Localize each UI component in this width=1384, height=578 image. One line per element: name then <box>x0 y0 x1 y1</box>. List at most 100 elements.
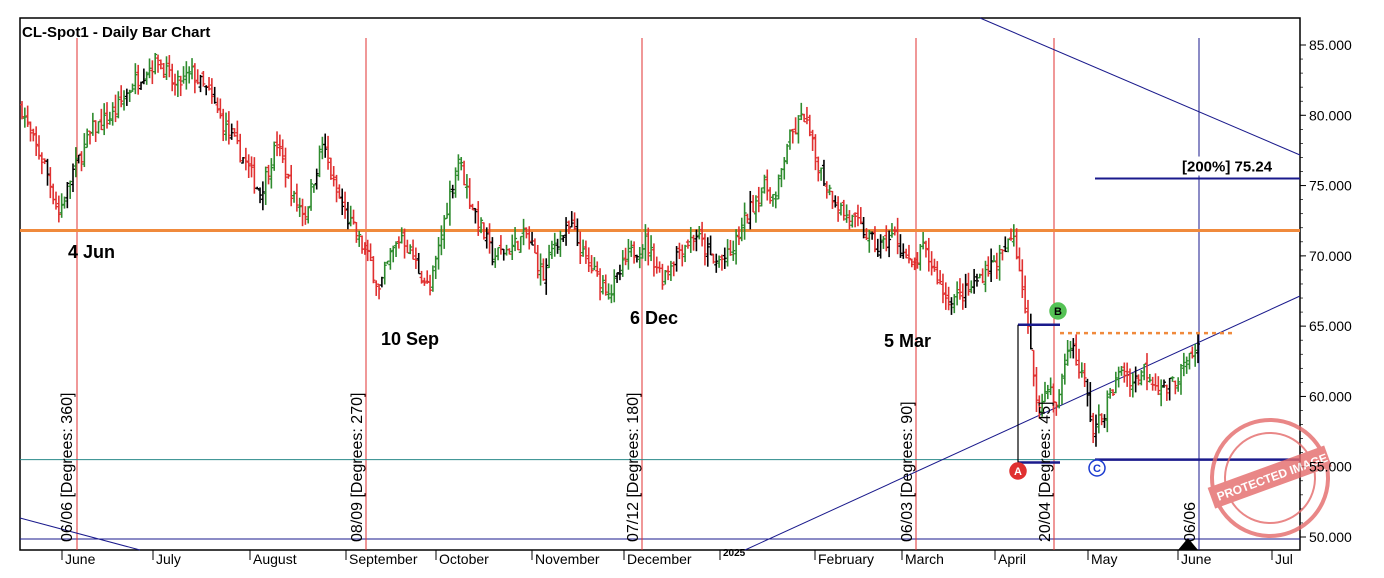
ohlc-bar <box>943 282 948 310</box>
cycle-label: 06/03 [Degrees: 90] <box>899 401 916 542</box>
ohlc-bar <box>1037 395 1042 419</box>
ohlc-bar <box>1062 353 1067 385</box>
ohlc-bar <box>566 220 571 234</box>
ohlc-bar <box>997 244 1002 281</box>
ohlc-bar <box>275 131 280 157</box>
ohlc-bar <box>201 71 206 87</box>
ohlc-bar <box>600 275 605 295</box>
ohlc-bar <box>634 254 639 263</box>
ohlc-bar <box>518 235 523 253</box>
ohlc-bar <box>586 247 591 272</box>
ohlc-bar <box>853 212 858 228</box>
ohlc-bar <box>578 231 583 265</box>
ohlc-bar <box>362 242 367 255</box>
ohlc-bar <box>345 201 350 230</box>
ohlc-bar <box>289 164 294 207</box>
ohlc-bar <box>751 194 756 213</box>
ohlc-bar <box>198 74 203 93</box>
ohlc-bar <box>28 121 33 142</box>
ohlc-bar <box>904 248 909 259</box>
ohlc-bar <box>615 272 620 283</box>
ohlc-bar <box>170 63 175 92</box>
ohlc-bar <box>938 270 943 285</box>
ohlc-bar <box>456 154 461 181</box>
ohlc-bar <box>544 258 549 295</box>
ohlc-bar <box>549 240 554 259</box>
ohlc-bar <box>1074 334 1079 366</box>
ohlc-bar <box>1113 371 1118 394</box>
ohlc-bar <box>54 191 59 210</box>
ohlc-bar <box>637 247 642 269</box>
ohlc-bar <box>340 188 345 216</box>
ohlc-bar <box>946 286 951 311</box>
ohlc-bar <box>994 252 999 279</box>
ohlc-bar <box>1023 275 1028 314</box>
ohlc-bar <box>768 187 773 204</box>
ohlc-bar <box>626 239 631 270</box>
ohlc-bar <box>136 64 141 95</box>
ohlc-bar <box>1181 352 1186 377</box>
ohlc-bar <box>354 222 359 243</box>
ohlc-bar <box>572 212 577 231</box>
ohlc-bar <box>1042 381 1047 403</box>
ohlc-bar <box>323 133 328 158</box>
x-tick-label: October <box>439 551 489 567</box>
ohlc-bar <box>776 174 781 200</box>
ohlc-bar <box>1133 366 1138 393</box>
ohlc-bar <box>204 85 209 96</box>
ohlc-bar <box>263 166 268 205</box>
ohlc-bar <box>1122 362 1127 383</box>
ohlc-bar <box>1144 353 1149 391</box>
ohlc-bar <box>623 247 628 266</box>
ohlc-bar <box>850 214 855 228</box>
ohlc-bar <box>68 180 73 199</box>
ohlc-bar <box>337 184 342 199</box>
x-tick-label: August <box>253 551 297 567</box>
ohlc-bar <box>660 263 665 290</box>
ohlc-bar <box>1178 363 1183 395</box>
ohlc-bar <box>807 114 812 137</box>
ohlc-bar <box>107 111 112 125</box>
ohlc-bar <box>195 69 200 85</box>
ohlc-bar <box>178 75 183 97</box>
ohlc-bar <box>255 186 260 190</box>
ohlc-bar <box>663 270 668 285</box>
plot-frame <box>19 17 1301 551</box>
ohlc-bar <box>218 98 223 119</box>
ohlc-bar <box>479 217 484 234</box>
ohlc-bar <box>141 68 146 85</box>
ohlc-bar <box>450 184 455 199</box>
ohlc-bar <box>632 241 637 264</box>
ohlc-bar <box>462 160 467 186</box>
ohlc-bar <box>991 255 996 263</box>
ohlc-bar <box>606 283 611 300</box>
ohlc-bar <box>246 154 251 179</box>
ohlc-bar <box>1119 366 1124 376</box>
date-annotation: 10 Sep <box>381 329 439 349</box>
ohlc-bar <box>680 244 685 267</box>
ohlc-bar <box>161 63 166 78</box>
ohlc-bar <box>912 257 917 271</box>
ohlc-bar <box>283 147 288 188</box>
ohlc-bar <box>974 273 979 287</box>
ohlc-bar <box>1085 378 1090 407</box>
ohlc-bar <box>122 90 127 111</box>
ohlc-bar <box>711 253 716 264</box>
point-a-marker <box>1009 462 1027 480</box>
y-tick-label: 65.000 <box>1309 318 1352 334</box>
ohlc-bar <box>824 181 829 199</box>
ohlc-bar <box>147 58 152 79</box>
ohlc-bar <box>878 234 883 259</box>
x-tick-label: December <box>627 551 692 567</box>
ohlc-bar <box>105 102 110 129</box>
ohlc-bar <box>476 201 481 236</box>
ohlc-bar <box>935 261 940 285</box>
ohlc-bar <box>753 195 758 223</box>
ohlc-bar <box>957 278 962 300</box>
ohlc-bar <box>719 254 724 271</box>
ohlc-bar <box>793 117 798 135</box>
ohlc-bar <box>838 202 843 216</box>
ohlc-bar <box>1196 334 1200 364</box>
ohlc-bar <box>1156 376 1161 396</box>
